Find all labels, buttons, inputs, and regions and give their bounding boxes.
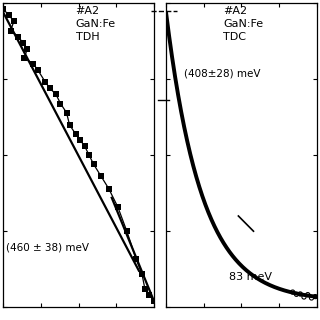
Point xyxy=(290,290,295,295)
Point xyxy=(313,294,318,299)
Point xyxy=(20,40,25,45)
Point xyxy=(8,28,13,33)
Point xyxy=(301,294,307,300)
Point xyxy=(7,13,12,18)
Point xyxy=(64,110,69,115)
Point xyxy=(53,92,59,97)
Point xyxy=(67,122,72,127)
Point xyxy=(139,271,144,276)
Point xyxy=(99,174,104,179)
Text: 83 meV: 83 meV xyxy=(229,272,272,282)
Point xyxy=(31,61,36,67)
Point xyxy=(47,86,52,91)
Point xyxy=(87,153,92,158)
Text: #A2
GaN:Fe
TDH: #A2 GaN:Fe TDH xyxy=(76,6,116,42)
Text: (460 ± 38) meV: (460 ± 38) meV xyxy=(6,243,89,252)
Point xyxy=(142,286,148,292)
Point xyxy=(11,19,16,24)
Point xyxy=(16,34,21,39)
Point xyxy=(309,295,314,300)
Point xyxy=(58,101,63,106)
Point xyxy=(77,137,83,142)
Point xyxy=(147,292,152,298)
Point xyxy=(1,7,6,12)
Text: #A2
GaN:Fe
TDC: #A2 GaN:Fe TDC xyxy=(223,6,263,42)
Point xyxy=(305,292,310,297)
Point xyxy=(22,55,27,60)
Point xyxy=(124,228,129,234)
Point xyxy=(91,162,96,167)
Point xyxy=(25,46,30,51)
Point xyxy=(35,68,40,73)
Point xyxy=(151,299,156,304)
Point xyxy=(133,256,139,261)
Point xyxy=(115,204,120,209)
Point xyxy=(82,143,87,148)
Point xyxy=(294,292,299,297)
Point xyxy=(43,80,48,85)
Point xyxy=(106,186,111,191)
Text: (408±28) meV: (408±28) meV xyxy=(184,68,260,78)
Point xyxy=(298,292,303,297)
Point xyxy=(73,131,78,136)
